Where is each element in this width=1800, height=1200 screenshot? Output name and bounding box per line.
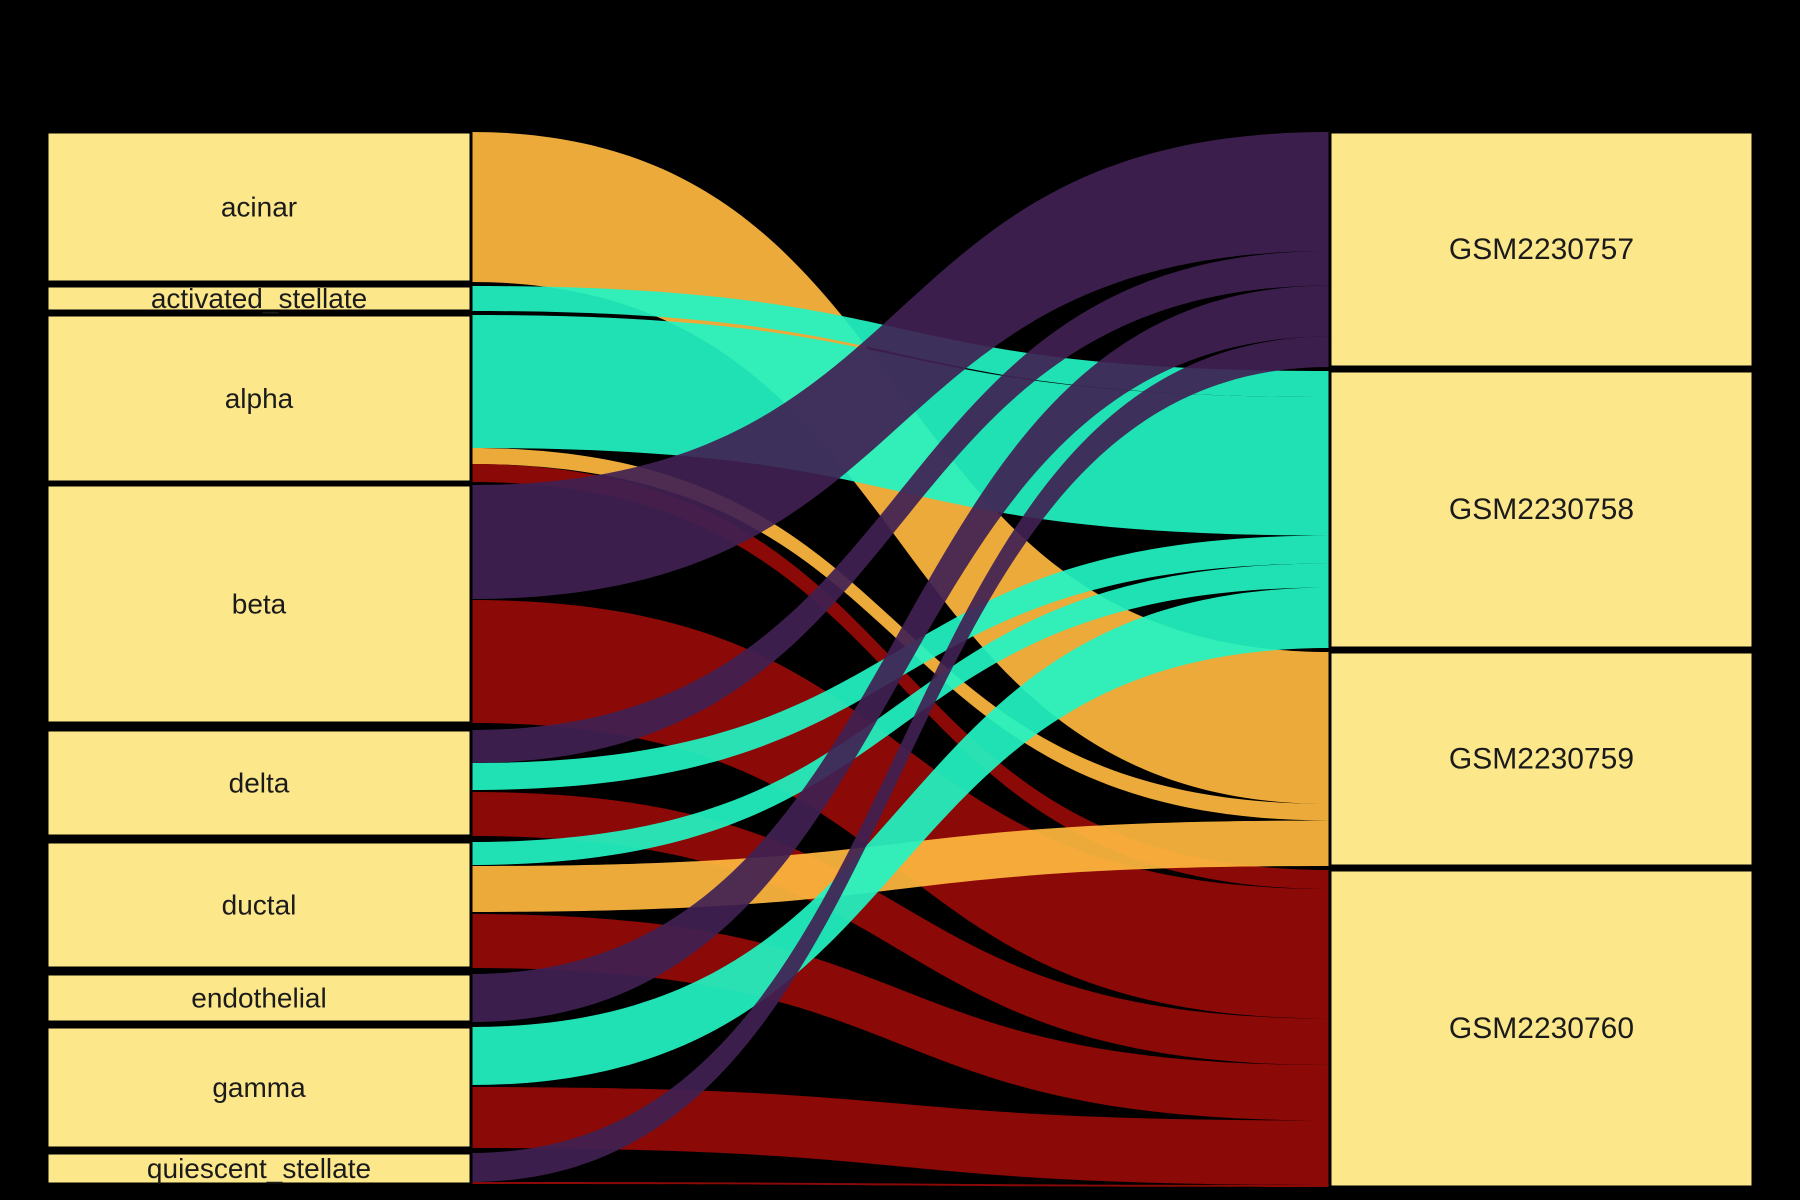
flow-ductal-GSM2230758 xyxy=(471,563,1330,865)
node-activated_stellate xyxy=(45,284,473,313)
flow-gamma-GSM2230758 xyxy=(471,587,1330,1085)
flow-delta-GSM2230757 xyxy=(471,251,1330,763)
node-ductal xyxy=(45,840,473,970)
flow-delta-GSM2230760 xyxy=(471,792,1330,1065)
node-GSM2230759 xyxy=(1328,650,1755,868)
flow-alpha-GSM2230758 xyxy=(471,315,1330,536)
flow-quiescent_stellate-GSM2230757 xyxy=(471,336,1330,1182)
node-alpha xyxy=(45,313,473,484)
flow-gamma-GSM2230760 xyxy=(471,1087,1330,1185)
flow-ductal-GSM2230760 xyxy=(471,914,1330,1121)
node-beta xyxy=(45,483,473,725)
node-quiescent_stellate xyxy=(45,1151,473,1186)
node-gamma xyxy=(45,1025,473,1150)
node-GSM2230760 xyxy=(1328,868,1755,1189)
node-acinar xyxy=(45,130,473,284)
flow-quiescent_stellate-GSM2230760 xyxy=(471,1182,1330,1187)
flow-beta-GSM2230757 xyxy=(471,132,1330,599)
node-delta xyxy=(45,728,473,838)
node-GSM2230757 xyxy=(1328,130,1755,369)
flow-endothelial-GSM2230757 xyxy=(471,285,1330,1022)
node-endothelial xyxy=(45,972,473,1024)
node-GSM2230758 xyxy=(1328,369,1755,650)
